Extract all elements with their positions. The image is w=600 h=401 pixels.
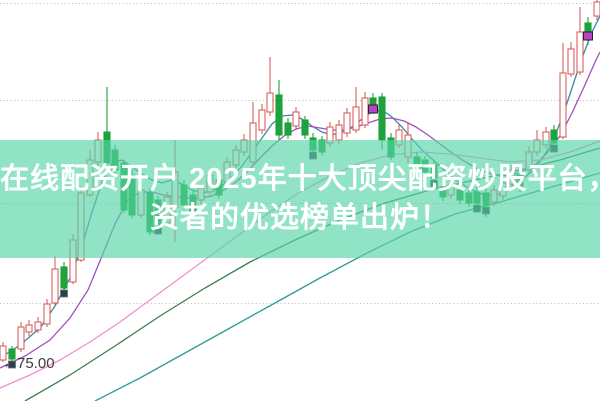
promo-headline-line2: 资者的优选榜单出炉！ bbox=[149, 202, 450, 234]
price-marker-label: ←75.00 bbox=[2, 355, 55, 372]
promo-banner[interactable]: 在线配资开户 2025年十大顶尖配资炒股平台，投 资者的优选榜单出炉！ bbox=[0, 140, 600, 258]
promo-headline-line1: 在线配资开户 2025年十大顶尖配资炒股平台，投 bbox=[0, 163, 600, 195]
